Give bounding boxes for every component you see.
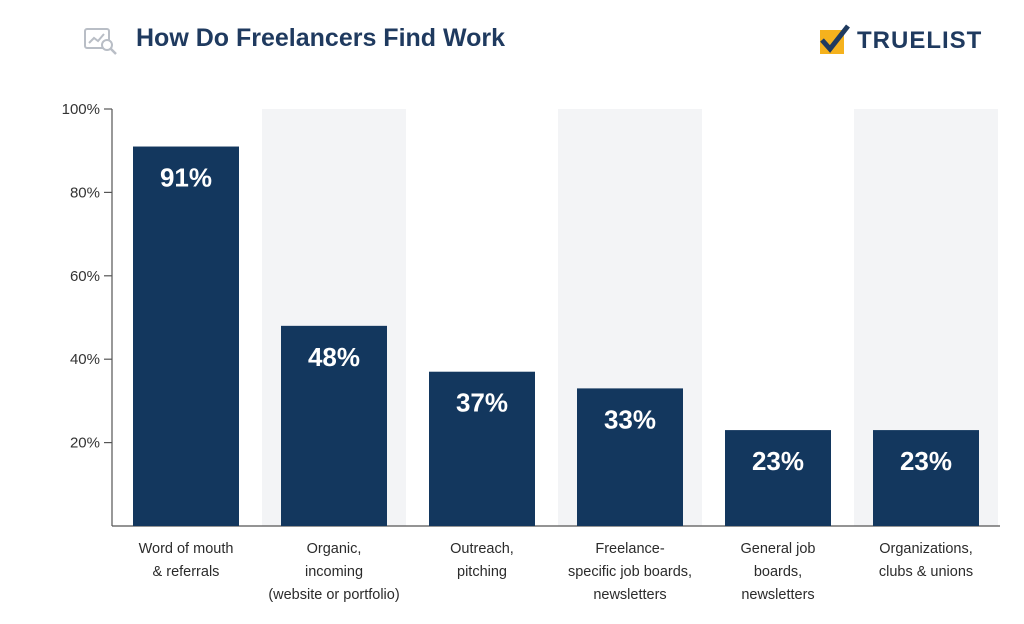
data-labels: 91% 48% 37% 33% 23% 23% — [160, 163, 952, 477]
brand-name: TRUELIST — [857, 27, 983, 54]
bar — [873, 430, 979, 526]
chart-title: How Do Freelancers Find Work — [136, 24, 506, 52]
check-mark-icon — [817, 22, 853, 58]
x-tick-label: Word of mouth & referrals — [138, 541, 234, 580]
x-tick-label: Organizations, clubs & unions — [878, 541, 974, 580]
data-label: 23% — [752, 446, 804, 476]
truelist-logo: TRUELIST — [817, 22, 997, 62]
chart-header: How Do Freelancers Find Work TRUELIST — [0, 0, 1024, 80]
data-label: 23% — [900, 446, 952, 476]
search-chart-icon — [83, 26, 119, 56]
y-axis: 20% 40% 60% 80% 100% — [62, 101, 1000, 527]
x-tick-label: Outreach, pitching — [450, 541, 514, 580]
y-tick-label: 40% — [70, 351, 100, 368]
data-label: 91% — [160, 163, 212, 193]
bar — [133, 146, 239, 526]
data-label: 48% — [308, 342, 360, 372]
bar — [281, 325, 387, 526]
bar — [725, 430, 831, 526]
x-tick-label: Organic, incoming (website or portfolio) — [268, 541, 400, 603]
data-label: 33% — [604, 404, 656, 434]
bars — [133, 146, 979, 526]
bar — [429, 371, 535, 526]
y-tick-label: 100% — [62, 101, 100, 118]
bar — [577, 388, 683, 526]
data-label: 37% — [456, 388, 508, 418]
y-tick-label: 20% — [70, 435, 100, 452]
y-tick-label: 60% — [70, 268, 100, 285]
x-tick-label: Freelance- specific job boards, newslett… — [567, 541, 693, 603]
x-tick-label: General job boards, newsletters — [740, 541, 816, 603]
y-tick-label: 80% — [70, 184, 100, 201]
